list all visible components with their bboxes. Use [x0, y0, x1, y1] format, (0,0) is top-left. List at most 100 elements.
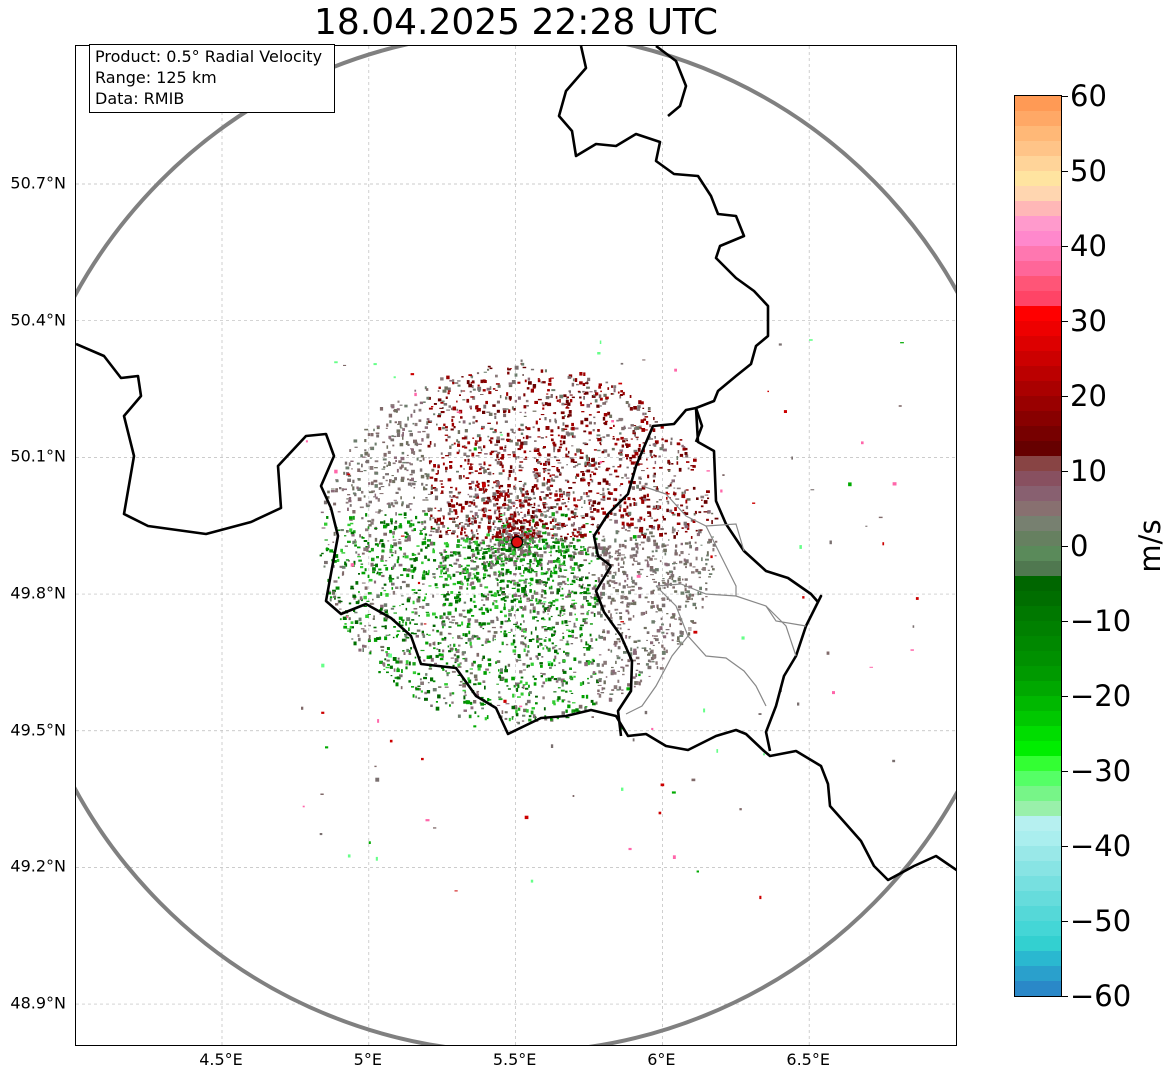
- echo-pixel: [520, 534, 523, 537]
- admin-boundary: [705, 525, 737, 596]
- echo-pixel: [435, 473, 439, 475]
- echo-pixel: [431, 468, 435, 472]
- echo-pixel: [367, 453, 370, 456]
- echo-pixel: [604, 422, 608, 426]
- echo-pixel: [698, 511, 702, 514]
- echo-pixel: [676, 643, 680, 645]
- echo-pixel: [602, 629, 605, 632]
- echo-pixel: [468, 539, 472, 541]
- echo-pixel: [414, 656, 417, 659]
- echo-pixel: [615, 660, 617, 664]
- echo-pixel: [582, 382, 586, 386]
- echo-pixel: [647, 536, 650, 539]
- echo-pixel: [508, 539, 511, 542]
- echo-pixel: [705, 563, 708, 566]
- echo-pixel: [469, 510, 473, 513]
- echo-pixel: [441, 621, 444, 625]
- echo-pixel: [632, 432, 636, 435]
- echo-pixel: [657, 505, 660, 509]
- echo-pixel: [329, 598, 332, 602]
- echo-pixel: [583, 591, 587, 595]
- echo-pixel: [393, 499, 397, 501]
- echo-pixel: [533, 484, 538, 488]
- echo-pixel: [575, 618, 578, 621]
- echo-pixel: [663, 635, 667, 639]
- echo-pixel: [658, 583, 661, 587]
- echo-pixel: [476, 652, 480, 657]
- echo-pixel: [682, 509, 685, 511]
- echo-pixel: [384, 514, 387, 516]
- echo-pixel: [465, 518, 468, 522]
- echo-pixel: [418, 615, 420, 617]
- echo-pixel: [639, 478, 642, 480]
- echo-pixel: [631, 461, 635, 463]
- echo-pixel: [364, 439, 367, 443]
- echo-pixel: [451, 701, 454, 704]
- echo-pixel: [563, 435, 566, 439]
- echo-pixel: [511, 406, 514, 410]
- echo-pixel: [497, 591, 500, 594]
- echo-pixel: [361, 537, 365, 539]
- echo-pixel: [351, 468, 353, 470]
- echo-pixel: [414, 392, 417, 397]
- echo-pixel: [440, 594, 444, 596]
- echo-pixel: [476, 486, 480, 488]
- echo-pixel: [602, 416, 606, 421]
- echo-pixel: [579, 456, 584, 459]
- echo-pixel: [681, 444, 684, 448]
- echo-pixel: [505, 703, 510, 705]
- echo-pixel: [513, 519, 515, 523]
- echo-pixel: [396, 676, 401, 680]
- echo-pixel: [645, 412, 647, 415]
- echo-pixel: [537, 461, 540, 464]
- echo-pixel: [544, 592, 547, 595]
- echo-pixel: [357, 497, 362, 502]
- echo-pixel: [632, 481, 636, 485]
- echo-pixel: [585, 576, 589, 580]
- echo-pixel: [684, 512, 689, 515]
- echo-pixel: [661, 644, 664, 648]
- echo-pixel: [444, 702, 448, 705]
- echo-pixel: [446, 375, 450, 380]
- echo-pixel: [339, 487, 342, 490]
- echo-pixel: [630, 517, 634, 521]
- echo-pixel: [561, 699, 565, 703]
- colorbar-segment: [1015, 201, 1061, 216]
- echo-pixel: [587, 682, 590, 684]
- echo-pixel: [536, 620, 539, 622]
- radar-map[interactable]: [75, 45, 957, 1046]
- echo-pixel: [626, 687, 631, 691]
- echo-pixel: [686, 498, 691, 501]
- echo-pixel: [527, 568, 531, 573]
- echo-pixel: [646, 563, 650, 568]
- echo-pixel: [512, 649, 517, 653]
- echo-pixel: [601, 507, 605, 510]
- echo-pixel: [423, 486, 426, 491]
- echo-pixel: [486, 609, 489, 613]
- echo-pixel: [404, 535, 408, 539]
- echo-pixel: [477, 525, 481, 529]
- echo-pixel: [323, 500, 328, 505]
- echo-pixel: [696, 497, 699, 500]
- echo-pixel: [463, 709, 467, 712]
- echo-pixel: [440, 570, 443, 575]
- echo-pixel: [438, 413, 442, 416]
- echo-pixel: [596, 557, 600, 560]
- echo-pixel: [523, 648, 526, 652]
- echo-pixel: [672, 614, 676, 617]
- echo-pixel: [423, 676, 427, 680]
- echo-pixel: [596, 679, 599, 684]
- echo-pixel: [602, 546, 606, 551]
- echo-pixel: [423, 526, 427, 529]
- echo-pixel: [578, 527, 582, 531]
- echo-pixel: [525, 435, 529, 440]
- echo-pixel: [424, 691, 428, 695]
- echo-pixel: [530, 879, 534, 883]
- echo-pixel: [572, 702, 576, 704]
- echo-pixel: [400, 427, 403, 429]
- echo-pixel: [500, 631, 502, 633]
- echo-pixel: [437, 469, 439, 474]
- echo-pixel: [513, 705, 518, 710]
- echo-pixel: [635, 656, 640, 660]
- echo-pixel: [487, 658, 492, 662]
